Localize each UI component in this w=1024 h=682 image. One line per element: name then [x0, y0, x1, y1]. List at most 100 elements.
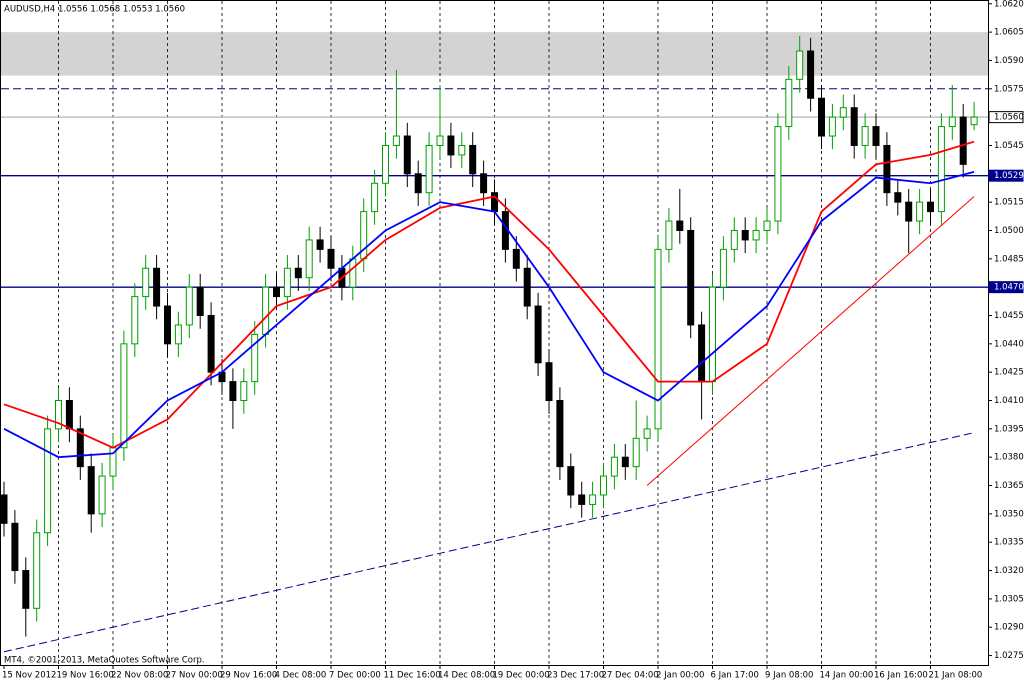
candle-body [273, 286, 280, 298]
y-tick-label: 1.0395 [994, 424, 1024, 434]
candle-body [774, 126, 782, 222]
candle-body [654, 248, 662, 430]
candle-body [207, 314, 215, 373]
candle-body [512, 248, 520, 269]
y-tick-label: 1.0515 [994, 198, 1024, 208]
x-tick-label: 22 Nov 08:00 [111, 671, 168, 681]
candle-body [327, 248, 335, 269]
candle-body [0, 494, 8, 524]
candle-body [371, 182, 379, 213]
y-tick-label: 1.0440 [994, 339, 1024, 349]
candle-body [491, 192, 498, 213]
candle-body [905, 201, 913, 222]
chart-title: AUDUSD,H4 1.0556 1.0568 1.0553 1.0560 [4, 5, 185, 15]
candle-body [600, 475, 607, 496]
x-tick-label: 14 Dec 08:00 [438, 671, 495, 681]
candle-body [98, 475, 106, 515]
y-tick-label: 1.0305 [994, 594, 1024, 604]
y-tick-label: 1.0575 [994, 84, 1024, 94]
candle-body [142, 267, 150, 298]
x-tick-label: 23 Dec 17:00 [547, 671, 604, 681]
candle-body [196, 286, 204, 316]
candle-body [22, 570, 30, 609]
y-tick-label: 1.0290 [994, 623, 1024, 633]
candle-body [469, 144, 477, 175]
candle-body [621, 456, 629, 468]
candle-body [763, 220, 771, 231]
candle-body [676, 220, 684, 231]
indicator-line [3, 140, 975, 449]
candle-body [87, 466, 95, 515]
y-tick-label: 1.0500 [994, 226, 1024, 236]
candle-body [850, 107, 858, 146]
candle-body [262, 286, 270, 335]
candle-body [65, 400, 73, 430]
candle-body [665, 220, 673, 250]
candle-body [643, 428, 651, 439]
indicator-line [646, 196, 975, 486]
y-tick-label: 1.0485 [994, 254, 1024, 264]
price-label: 1.0560 [994, 113, 1024, 123]
candle-body [567, 466, 575, 496]
y-tick-label: 1.0545 [994, 141, 1024, 151]
candle-body [828, 116, 836, 137]
candle-body [294, 267, 302, 279]
candle-body [752, 229, 760, 241]
x-tick-label: 14 Jan 00:00 [820, 671, 874, 681]
candle-body [316, 239, 324, 250]
candle-body [425, 144, 433, 194]
y-tick-label: 1.0350 [994, 509, 1024, 519]
candle-body [916, 201, 924, 222]
candle-body [709, 286, 716, 383]
candle-body [948, 116, 956, 128]
candle-body [153, 267, 161, 307]
candle-body [610, 456, 618, 477]
candle-body [970, 116, 978, 126]
x-tick-label: 15 Nov 2012 [2, 671, 56, 681]
candle-body [33, 532, 41, 609]
candle-body [349, 258, 357, 288]
candle-body [403, 135, 411, 175]
y-tick-label: 1.0605 [994, 28, 1024, 38]
candle-body [480, 173, 488, 194]
y-tick-label: 1.0380 [994, 453, 1024, 463]
x-tick-label: 6 Jan 17:00 [711, 671, 759, 681]
candle-body [164, 305, 171, 345]
candle-body [894, 192, 902, 203]
price-label-box [988, 281, 1024, 294]
candle-body [305, 239, 313, 279]
candle-body [883, 144, 891, 194]
x-tick-label: 29 Nov 16:00 [220, 671, 277, 681]
candle-body [240, 381, 248, 402]
y-tick-label: 1.0275 [994, 651, 1024, 661]
y-tick-label: 1.0410 [994, 396, 1024, 406]
candle-body [937, 126, 945, 213]
candle-body [229, 381, 237, 402]
candle-body [556, 400, 564, 468]
candle-body [698, 324, 706, 383]
x-tick-label: 4 Dec 08:00 [275, 671, 327, 681]
y-tick-label: 1.0425 [994, 368, 1024, 378]
y-tick-label: 1.0620 [994, 0, 1024, 9]
indicator-line [3, 171, 975, 459]
candle-body [534, 305, 542, 364]
x-tick-label: 11 Dec 16:00 [384, 671, 441, 681]
candle-body [414, 173, 422, 194]
y-tick-label: 1.0455 [994, 311, 1024, 321]
candle-body [861, 126, 869, 146]
y-tick-label: 1.0320 [994, 566, 1024, 576]
x-tick-label: 19 Nov 16:00 [57, 671, 114, 681]
candle-body [839, 107, 847, 118]
x-tick-label: 27 Nov 00:00 [166, 671, 223, 681]
candle-body [730, 229, 738, 250]
candle-body [927, 201, 934, 213]
candle-body [185, 286, 193, 326]
candle-body [251, 333, 259, 383]
x-tick-label: 2 Jan 00:00 [656, 671, 704, 681]
candle-body [959, 116, 967, 165]
candle-body [458, 144, 466, 156]
candle-body [523, 267, 531, 307]
candle-body [131, 296, 139, 345]
candle-body [436, 135, 444, 146]
price-label-box [988, 169, 1024, 182]
